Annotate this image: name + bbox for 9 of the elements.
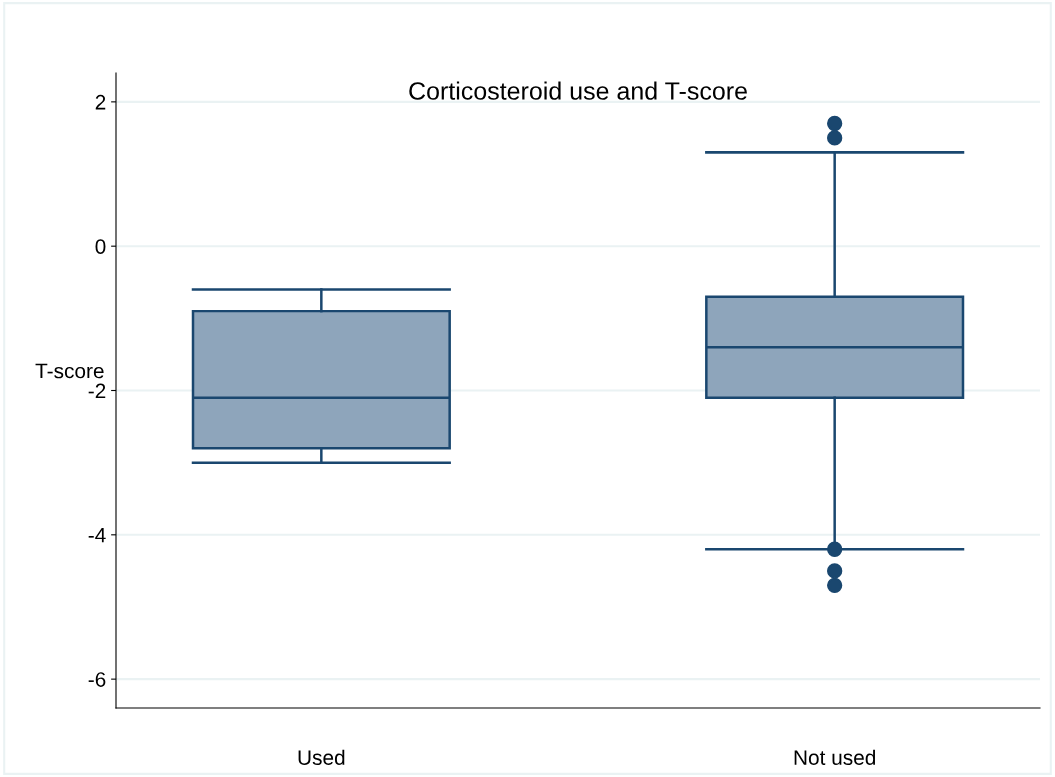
y-axis-title: T-score bbox=[35, 363, 104, 379]
y-tick-label: -6 bbox=[88, 672, 106, 687]
y-tick-label: -4 bbox=[88, 528, 106, 543]
x-tick-label: Not used bbox=[794, 749, 876, 765]
y-tick-label: 0 bbox=[95, 239, 106, 254]
chart-title: Corticosteroid use and T-score bbox=[409, 81, 747, 100]
x-tick-label: Used bbox=[298, 749, 345, 765]
y-tick-label: -2 bbox=[88, 383, 106, 399]
y-tick-label: 2 bbox=[95, 94, 106, 110]
